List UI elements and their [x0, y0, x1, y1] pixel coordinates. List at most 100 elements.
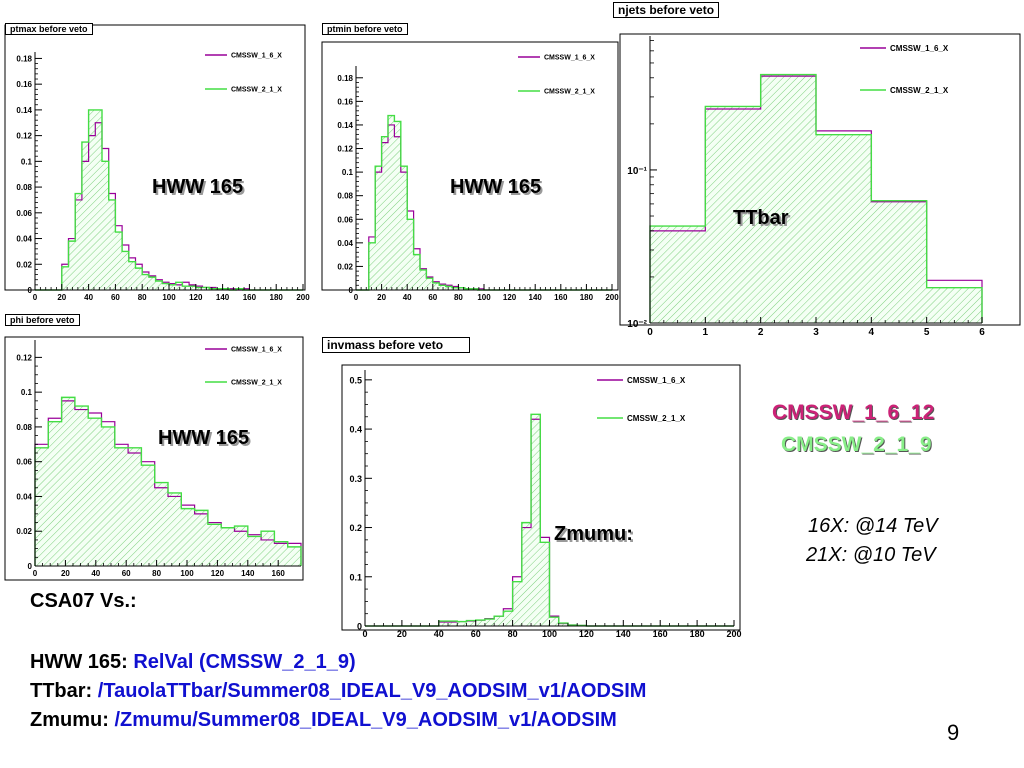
x-tick-label: 120: [211, 569, 225, 578]
legend-label: CMSSW_1_6_X: [231, 53, 282, 60]
y-tick-label: 0.1: [21, 157, 33, 166]
y-tick-label: 0.16: [337, 97, 353, 106]
ttbar-dataset: /TauolaTTbar/Summer08_IDEAL_V9_AODSIM_v1…: [97, 680, 647, 702]
y-tick-label: 0.02: [16, 527, 32, 536]
legend-label: CMSSW_1_6_X: [627, 376, 686, 385]
x-tick-label: 140: [241, 569, 255, 578]
y-tick-label: 0.12: [16, 132, 32, 141]
hww-label: HWW 165:: [30, 651, 134, 673]
y-tick-label: 0.3: [349, 474, 362, 484]
zmumu-line: Zmumu: /Zmumu/Summer08_IDEAL_V9_AODSIM_v…: [30, 709, 617, 732]
y-tick-label: 0.06: [16, 458, 32, 467]
x-tick-label: 0: [33, 569, 38, 578]
x-tick-label: 160: [243, 293, 257, 302]
y-tick-label: 0.14: [337, 121, 353, 130]
x-tick-label: 60: [428, 293, 437, 302]
y-tick-label: 0.08: [337, 192, 353, 201]
chart-annotation: HWW 165: [152, 176, 244, 198]
x-tick-label: 80: [508, 629, 518, 639]
x-tick-label: 2: [758, 327, 764, 338]
x-tick-label: 3: [813, 327, 819, 338]
x-tick-label: 4: [869, 327, 875, 338]
hww-dataset: RelVal (CMSSW_2_1_9): [133, 651, 356, 673]
y-tick-label: 0.18: [337, 74, 353, 83]
series-line-cmssw-2-1-x: [34, 396, 302, 566]
chart-annotation: HWW 165: [450, 176, 542, 198]
legend-label: CMSSW_2_1_X: [627, 414, 686, 423]
x-tick-label: 100: [180, 569, 194, 578]
y-tick-label: 0.08: [16, 423, 32, 432]
x-tick-label: 40: [84, 293, 93, 302]
legend-label: CMSSW_1_6_X: [544, 55, 595, 62]
x-tick-label: 0: [33, 293, 38, 302]
x-tick-label: 60: [122, 569, 131, 578]
ttbar-label: TTbar:: [30, 680, 98, 702]
x-tick-label: 40: [403, 293, 412, 302]
x-tick-label: 80: [152, 569, 161, 578]
y-tick-label: 0.04: [337, 239, 353, 248]
njets-panel: njets before veto 0 1 2 3 4 5 6 10⁻² 10⁻¹ CMSSW_1…: [613, 2, 1024, 347]
x-tick-label: 20: [397, 629, 407, 639]
release-label-2: CMSSW_2_1_9: [781, 433, 932, 456]
y-tick-label: 0.08: [16, 183, 32, 192]
x-tick-label: 160: [554, 293, 568, 302]
y-tick-label: 0.18: [16, 54, 32, 63]
x-tick-label: 0: [647, 327, 653, 338]
x-tick-label: 100: [477, 293, 491, 302]
phi-chart: 0 20 40 60 80 100 120 140 160 0 0.02 0.04 0.06 0.08 0.…: [4, 336, 304, 581]
x-tick-label: 40: [434, 629, 444, 639]
series-fill: [35, 397, 301, 566]
y-tick-label: 0.4: [349, 425, 362, 435]
phi-panel: phi before veto 0 20 40 60 80 100 120 140 160 0 0.…: [0, 312, 315, 581]
chart-annotation: Zmumu:: [554, 523, 633, 545]
x-tick-label: 200: [605, 293, 619, 302]
x-tick-label: 40: [91, 569, 100, 578]
y-tick-label: 0.12: [337, 145, 353, 154]
energy-note-16x: 16X: @14 TeV: [808, 515, 938, 537]
series-fill: [650, 74, 982, 324]
x-tick-label: 20: [377, 293, 386, 302]
y-tick-label: 0: [357, 622, 362, 632]
y-tick-label: 0.1: [342, 168, 354, 177]
csa07-label: CSA07 Vs.:: [30, 590, 137, 612]
ptmin-panel: ptmin before veto 0 20 40 60 80 100 120 140 160 1…: [318, 20, 619, 302]
x-tick-label: 160: [653, 629, 668, 639]
chart-title: njets before veto: [613, 2, 720, 18]
y-tick-label: 0.02: [16, 260, 32, 269]
x-tick-label: 180: [580, 293, 594, 302]
x-tick-label: 1: [703, 327, 709, 338]
y-tick-label: 0.1: [21, 388, 33, 397]
y-tick-label: 0.02: [337, 262, 353, 271]
x-tick-label: 180: [270, 293, 284, 302]
x-tick-label: 140: [529, 293, 543, 302]
chart-title: phi before veto: [5, 314, 80, 326]
page-number: 9: [947, 720, 960, 745]
x-tick-label: 6: [979, 327, 985, 338]
legend-label: CMSSW_1_6_X: [231, 347, 282, 354]
y-tick-label: 0.1: [349, 572, 362, 582]
ptmax-chart: 0 20 40 60 80 100 120 140 160 180 200 0 0.02 0.04 0.06…: [4, 24, 310, 302]
zmumu-dataset: /Zmumu/Summer08_IDEAL_V9_AODSIM_v1/AODSI…: [114, 709, 617, 731]
y-tick-label: 0: [349, 286, 354, 295]
x-tick-label: 100: [542, 629, 557, 639]
x-tick-label: 180: [690, 629, 705, 639]
x-tick-label: 20: [57, 293, 66, 302]
ttbar-line: TTbar: /TauolaTTbar/Summer08_IDEAL_V9_AO…: [30, 680, 646, 703]
x-tick-label: 20: [61, 569, 70, 578]
chart-title: invmass before veto: [322, 337, 470, 353]
y-tick-label: 10⁻¹: [627, 166, 647, 177]
y-tick-label: 0.04: [16, 492, 32, 501]
njets-chart: 0 1 2 3 4 5 6 10⁻² 10⁻¹ CMSSW_1_6_X CMSSW_2_1_X: [619, 33, 1021, 338]
x-tick-label: 140: [216, 293, 230, 302]
chart-annotation: HWW 165: [158, 427, 250, 449]
legend-label: CMSSW_2_1_X: [544, 89, 595, 96]
series-line-cmssw-2-1-x: [649, 73, 983, 323]
energy-note-21x: 21X: @10 TeV: [806, 544, 936, 566]
y-tick-label: 0.5: [349, 375, 362, 385]
x-tick-label: 140: [616, 629, 631, 639]
y-tick-label: 0.2: [349, 523, 362, 533]
zmumu-label: Zmumu:: [30, 709, 115, 731]
y-tick-label: 0: [28, 562, 33, 571]
hww-line: HWW 165: RelVal (CMSSW_2_1_9): [30, 651, 356, 674]
x-tick-label: 200: [296, 293, 310, 302]
